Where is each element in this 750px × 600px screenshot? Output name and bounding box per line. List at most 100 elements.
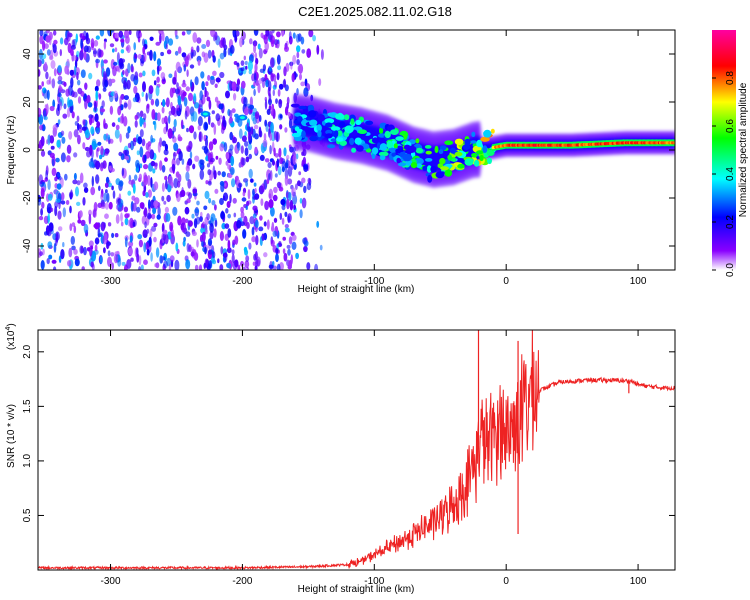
noise-speckle xyxy=(183,97,188,107)
noise-speckle xyxy=(296,45,301,53)
noise-speckle xyxy=(149,149,155,160)
noise-speckle xyxy=(259,215,263,221)
noise-speckle xyxy=(107,134,111,141)
noise-speckle xyxy=(221,171,226,178)
ridge-blob xyxy=(464,158,474,166)
noise-speckle xyxy=(205,39,211,48)
noise-speckle xyxy=(113,90,118,99)
noise-speckle xyxy=(49,105,55,112)
noise-speckle xyxy=(98,185,101,192)
noise-speckle xyxy=(121,167,125,177)
colorbar-tick-label: 0.2 xyxy=(725,215,736,229)
ridge-blob xyxy=(471,131,476,137)
noise-speckle xyxy=(254,187,257,194)
noise-speckle xyxy=(209,231,214,240)
noise-speckle xyxy=(136,150,140,156)
noise-speckle xyxy=(249,38,253,45)
snr-x-tick-label: -300 xyxy=(101,576,121,587)
noise-speckle xyxy=(88,114,93,120)
noise-speckle xyxy=(137,234,143,240)
ridge-blob xyxy=(325,129,333,135)
noise-speckle xyxy=(278,83,284,90)
spectrogram-y-tick-label: -40 xyxy=(22,238,33,253)
ridge-blob xyxy=(471,153,478,158)
noise-speckle xyxy=(302,237,307,244)
noise-speckle xyxy=(142,46,146,55)
noise-speckle xyxy=(146,103,150,109)
noise-speckle xyxy=(181,222,187,233)
noise-speckle xyxy=(254,251,258,260)
noise-speckle xyxy=(71,222,76,227)
noise-speckle xyxy=(153,236,157,243)
noise-speckle xyxy=(111,122,116,127)
noise-speckle xyxy=(112,190,116,199)
snr-plot-area xyxy=(38,330,675,570)
noise-speckle xyxy=(42,40,46,51)
noise-speckle xyxy=(48,76,52,85)
noise-speckle xyxy=(171,163,176,172)
noise-speckle xyxy=(173,151,176,161)
noise-speckle xyxy=(47,193,53,201)
noise-speckle xyxy=(89,117,93,126)
noise-speckle xyxy=(174,259,180,270)
noise-speckle xyxy=(130,73,136,82)
noise-speckle xyxy=(227,239,231,250)
noise-speckle xyxy=(217,258,220,264)
noise-speckle xyxy=(255,235,259,246)
noise-speckle xyxy=(263,252,268,258)
spectrogram-y-tick-label: 40 xyxy=(22,48,33,60)
noise-speckle xyxy=(123,95,129,101)
noise-speckle xyxy=(144,221,147,229)
ridge-blob xyxy=(298,105,307,110)
noise-speckle xyxy=(150,177,153,188)
noise-speckle xyxy=(104,151,109,156)
noise-speckle xyxy=(91,250,97,262)
noise-speckle xyxy=(181,158,185,165)
noise-speckle xyxy=(290,61,293,70)
noise-speckle xyxy=(253,30,259,36)
noise-speckle xyxy=(60,152,66,163)
noise-speckle xyxy=(284,211,288,217)
noise-speckle xyxy=(100,145,104,156)
noise-speckle xyxy=(185,259,191,270)
noise-speckle xyxy=(170,225,173,231)
noise-speckle xyxy=(190,251,195,257)
noise-speckle xyxy=(291,241,297,250)
noise-speckle xyxy=(142,70,146,77)
noise-speckle xyxy=(253,88,256,97)
ridge-blob xyxy=(487,157,492,164)
noise-speckle xyxy=(114,47,118,52)
noise-speckle xyxy=(103,192,108,202)
noise-speckle xyxy=(57,210,62,220)
noise-speckle xyxy=(85,37,91,45)
noise-speckle xyxy=(57,92,62,98)
noise-speckle xyxy=(193,131,197,140)
noise-speckle xyxy=(168,263,172,270)
noise-speckle xyxy=(157,64,160,76)
noise-speckle xyxy=(186,145,190,152)
noise-speckle xyxy=(226,262,232,269)
noise-speckle xyxy=(119,62,125,70)
noise-speckle xyxy=(143,121,147,129)
noise-speckle xyxy=(83,49,87,61)
noise-speckle xyxy=(71,54,77,61)
noise-speckle xyxy=(254,193,260,200)
noise-speckle xyxy=(44,104,48,109)
noise-speckle xyxy=(297,180,301,187)
noise-speckle xyxy=(259,154,265,161)
noise-speckle xyxy=(210,213,216,222)
noise-speckle xyxy=(49,135,55,144)
noise-speckle xyxy=(220,211,225,220)
noise-speckle xyxy=(91,42,95,51)
noise-speckle xyxy=(308,30,314,38)
noise-speckle xyxy=(38,69,41,77)
snr-panel: -300 -200 -100 0 100 2.0 1.5 1.0 0.5 Height of … xyxy=(5,323,676,595)
noise-speckle xyxy=(270,239,275,247)
noise-speckle xyxy=(55,198,61,203)
noise-speckle xyxy=(211,110,215,115)
noise-speckle xyxy=(136,30,141,39)
noise-speckle xyxy=(192,188,198,194)
noise-speckle xyxy=(156,214,161,220)
noise-speckle xyxy=(303,245,308,253)
ridge-blob xyxy=(327,144,336,149)
